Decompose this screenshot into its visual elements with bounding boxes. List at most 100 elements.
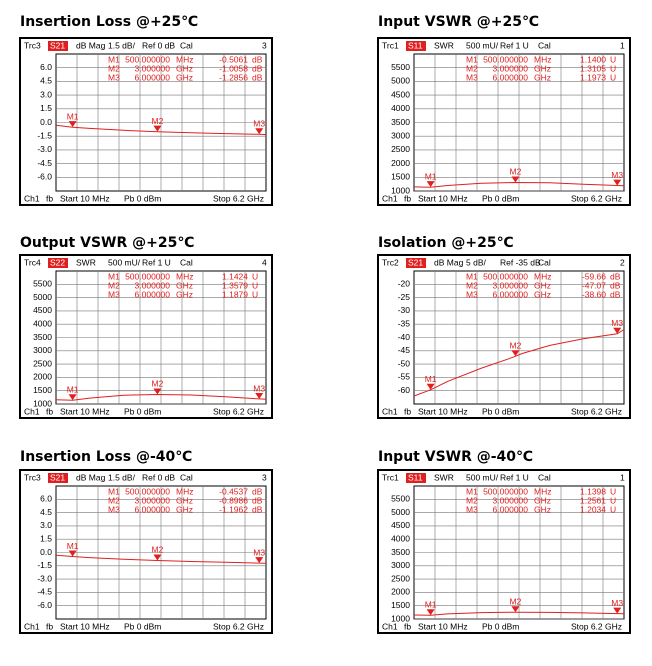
- marker-x-label: 500.000000: [125, 54, 170, 64]
- marker-x-unit: GHz: [534, 280, 551, 290]
- marker: [153, 554, 162, 561]
- trace: [55, 393, 267, 401]
- marker-x-unit: GHz: [534, 504, 551, 514]
- header-format: dB Mag: [76, 40, 106, 50]
- marker-x-unit: GHz: [176, 280, 193, 290]
- y-tick-label: 4500: [33, 305, 52, 315]
- footer-power: Pb 0 dBm: [124, 621, 161, 631]
- y-tick-label: 4.5: [40, 76, 52, 86]
- marker-unit: dB: [252, 72, 263, 82]
- header-trace: Trc3: [24, 40, 41, 50]
- y-tick-label: 1000: [391, 613, 410, 623]
- marker: [68, 121, 77, 128]
- y-tick-label: 1.5: [40, 533, 52, 543]
- footer-stop: Stop 6.2 GHz: [213, 406, 264, 416]
- marker-x-label: 6.000000: [493, 504, 529, 514]
- marker-x-label: 500.000000: [483, 271, 528, 281]
- marker-value-label: 1.1424: [222, 271, 248, 281]
- marker-value-label: -59.66: [582, 271, 606, 281]
- y-tick-label: 5000: [33, 292, 52, 302]
- y-tick-label: 4.5: [40, 507, 52, 517]
- header-format: SWR: [434, 472, 454, 482]
- y-tick-label: 1500: [33, 385, 52, 395]
- marker-x-unit: GHz: [534, 289, 551, 299]
- y-tick-label: 4000: [33, 318, 52, 328]
- header-cal: Cal: [538, 257, 551, 267]
- marker-x-unit: GHz: [534, 63, 551, 73]
- y-tick-label: 3000: [391, 130, 410, 140]
- y-tick-label: 1000: [391, 185, 410, 195]
- y-tick-label: -4.5: [37, 587, 52, 597]
- y-tick-label: 2500: [33, 358, 52, 368]
- trace: [413, 181, 625, 188]
- header-ref: Ref 1 U: [500, 40, 529, 50]
- marker-x-unit: MHz: [534, 54, 551, 64]
- footer-stop: Stop 6.2 GHz: [571, 406, 622, 416]
- marker-x-unit: MHz: [176, 54, 193, 64]
- marker-x-label: 3.000000: [493, 63, 529, 73]
- y-tick-label: 3500: [391, 117, 410, 127]
- footer-stop: Stop 6.2 GHz: [213, 621, 264, 631]
- marker-x-label: 6.000000: [493, 72, 529, 82]
- footer-start: Start 10 MHz: [418, 621, 468, 631]
- header-ref: Ref 1 U: [500, 472, 529, 482]
- marker-x-label: 6.000000: [135, 504, 171, 514]
- y-tick-label: -50: [398, 358, 411, 368]
- footer-power: Pb 0 dBm: [124, 406, 161, 416]
- footer-channel: Ch1: [24, 621, 40, 631]
- marker-label: M3: [253, 118, 265, 128]
- marker-name: M2: [466, 63, 478, 73]
- marker-x-unit: MHz: [534, 486, 551, 496]
- marker: [613, 327, 622, 334]
- param-badge: [406, 258, 426, 268]
- y-tick-label: -45: [398, 345, 411, 355]
- marker: [613, 179, 622, 186]
- marker-label: M2: [510, 167, 522, 177]
- footer-stop: Stop 6.2 GHz: [213, 193, 264, 203]
- y-tick-label: 5000: [391, 507, 410, 517]
- marker-x-unit: GHz: [534, 495, 551, 505]
- marker-x-label: 6.000000: [493, 289, 529, 299]
- chart-title: Input VSWR @-40℃: [378, 449, 533, 465]
- marker-unit: dB: [252, 504, 263, 514]
- marker-name: M1: [466, 54, 478, 64]
- header-channel: 3: [262, 40, 267, 50]
- param-badge: [406, 41, 426, 51]
- header-format: dB Mag: [76, 472, 106, 482]
- header-channel: 4: [262, 257, 267, 267]
- marker-x-label: 3.000000: [135, 63, 171, 73]
- y-tick-label: 5500: [33, 279, 52, 289]
- y-tick-label: -40: [398, 332, 411, 342]
- y-tick-label: -1.5: [37, 560, 52, 570]
- chart-title: Isolation @+25℃: [378, 235, 514, 251]
- marker-x-label: 500.000000: [483, 486, 528, 496]
- marker-x-unit: GHz: [176, 289, 193, 299]
- trace: [413, 329, 625, 397]
- marker-name: M3: [466, 72, 478, 82]
- marker-value-label: -0.4537: [219, 486, 248, 496]
- header-ref: Ref -35 dB: [500, 257, 541, 267]
- header-scale: 1.5 dB/: [108, 40, 136, 50]
- trace: [413, 611, 625, 616]
- y-tick-label: -6.0: [37, 172, 52, 182]
- marker-label: M1: [425, 374, 437, 384]
- marker-label: M2: [152, 379, 164, 389]
- chart-title: Output VSWR @+25℃: [20, 235, 194, 251]
- footer-start: Start 10 MHz: [60, 621, 110, 631]
- footer-power: Pb 0 dBm: [124, 193, 161, 203]
- marker-x-unit: MHz: [176, 271, 193, 281]
- marker-x-label: 500.000000: [483, 54, 528, 64]
- y-tick-label: 5500: [391, 62, 410, 72]
- marker-label: M3: [253, 383, 265, 393]
- y-tick-label: 3500: [33, 332, 52, 342]
- param-badge: [48, 258, 68, 268]
- header-param: S11: [408, 40, 423, 50]
- marker-name: M1: [108, 54, 120, 64]
- marker-value-label: -1.0058: [219, 63, 248, 73]
- marker-unit: U: [252, 280, 258, 290]
- header-param: S21: [50, 40, 65, 50]
- marker: [426, 383, 435, 390]
- header-channel: 1: [620, 472, 625, 482]
- marker-x-unit: GHz: [176, 63, 193, 73]
